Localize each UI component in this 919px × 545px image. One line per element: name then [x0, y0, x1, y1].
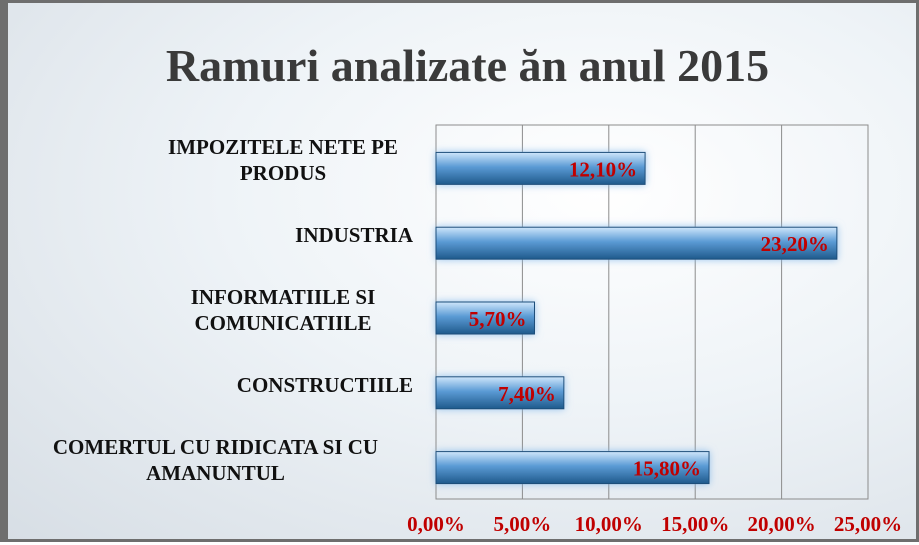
- bar: [435, 451, 710, 485]
- x-tick-label: 15,00%: [661, 512, 729, 536]
- category-text: CONSTRUCTIILE: [236, 372, 413, 397]
- category-label: INFORMATIILE SI COMUNICATIILE: [18, 284, 413, 336]
- x-tick-label: 25,00%: [834, 512, 902, 536]
- x-tick-label: 5,00%: [494, 512, 552, 536]
- category-label: CONSTRUCTIILE: [18, 372, 413, 398]
- value-label: 23,20%: [761, 232, 829, 256]
- bar: [435, 301, 535, 335]
- category-text: INFORMATIILE SI COMUNICATIILE: [190, 285, 376, 335]
- category-text: INDUSTRIA: [295, 223, 413, 248]
- category-label: IMPOZITELE NETE PE PRODUS: [18, 134, 413, 186]
- plot: 0,00% 5,00% 10,00% 15,00% 20,00% 25,00% 12,10%…: [407, 124, 902, 536]
- value-label: 5,70%: [469, 307, 527, 331]
- bar: [435, 376, 565, 410]
- category-text: IMPOZITELE NETE PE PRODUS: [168, 135, 398, 186]
- chart-title: Ramuri analizate ăn anul 2015: [165, 40, 770, 91]
- bar: [435, 226, 838, 260]
- value-label: 7,40%: [498, 382, 556, 406]
- category-text: COMERTUL CU RIDICATA SI CU AMANUNTUL: [52, 434, 379, 485]
- value-label: 12,10%: [569, 157, 637, 181]
- x-tick-label: 0,00%: [407, 512, 465, 536]
- category-label: INDUSTRIA: [18, 222, 413, 248]
- value-label: 15,80%: [633, 457, 701, 481]
- x-tick-label: 20,00%: [747, 512, 815, 536]
- category-label: COMERTUL CU RIDICATA SI CU AMANUNTUL: [18, 434, 413, 486]
- bar: [435, 151, 646, 185]
- x-tick-label: 10,00%: [575, 512, 643, 536]
